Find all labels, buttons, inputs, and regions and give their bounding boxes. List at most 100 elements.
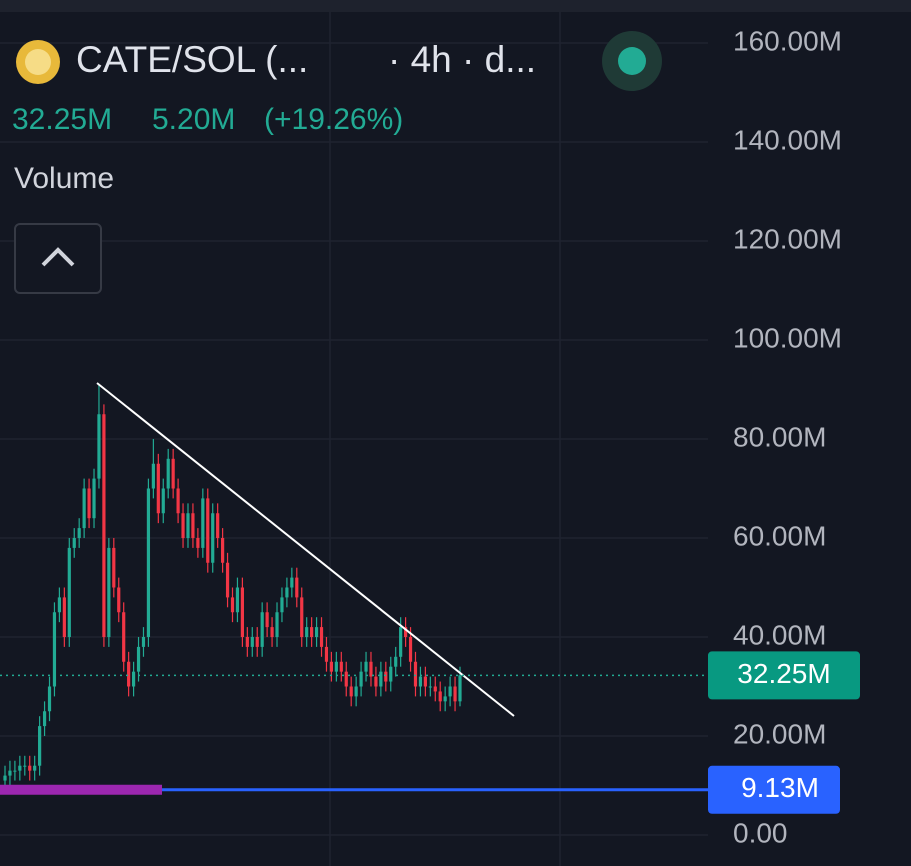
candle-body — [339, 661, 343, 672]
candle-body — [57, 597, 62, 613]
symbol: CATE/SOL (... — [76, 39, 308, 80]
candle-body — [349, 686, 353, 697]
candle-body — [285, 587, 289, 598]
candle-body — [403, 627, 408, 637]
candle-body — [117, 587, 121, 613]
candle-body — [77, 528, 81, 538]
candle-body — [314, 627, 319, 637]
candle-body — [369, 661, 373, 677]
candle-body — [443, 696, 447, 702]
candle-body — [428, 686, 432, 688]
candle-body — [384, 671, 388, 682]
candle-body — [82, 488, 86, 529]
candle-body — [196, 538, 200, 548]
last-value: 32.25M — [12, 103, 112, 136]
y-tick-label: 20.00M — [733, 718, 826, 749]
candle-body — [270, 627, 274, 637]
candle-body — [112, 547, 116, 588]
candle-body — [131, 671, 136, 687]
candle-body — [13, 770, 17, 772]
candle-body — [87, 488, 91, 519]
overlay: 32.25M 9.13M — [0, 651, 860, 814]
candle-body — [141, 637, 146, 647]
candles — [3, 384, 462, 791]
candle-body — [344, 671, 348, 687]
candle-body — [300, 597, 304, 637]
candle-body — [319, 627, 324, 647]
candle-body — [33, 765, 37, 771]
candle-body — [211, 513, 215, 563]
y-tick-label: 60.00M — [733, 520, 826, 551]
y-tick-label: 80.00M — [733, 421, 826, 452]
candle-body — [225, 562, 230, 598]
candle-body — [23, 765, 27, 767]
candle-body — [97, 414, 101, 479]
symbol-icon-inner — [25, 49, 51, 75]
candle-body — [394, 656, 398, 667]
interval: · 4h · d... — [388, 39, 536, 80]
y-tick-label: 160.00M — [733, 25, 842, 56]
candle-body — [260, 612, 264, 647]
candle-body — [181, 513, 185, 538]
candle-body — [438, 691, 442, 702]
candle-body — [166, 458, 170, 489]
candle-body — [72, 538, 76, 548]
candle-body — [186, 513, 190, 538]
collapse-button[interactable] — [14, 223, 102, 294]
candle-body — [8, 770, 12, 776]
candle-body — [47, 686, 52, 712]
candle-body — [374, 676, 378, 687]
candle-body — [453, 686, 457, 702]
candle-body — [245, 637, 249, 647]
candle-body — [290, 577, 294, 588]
candle-body — [201, 498, 205, 548]
candle-body — [458, 675, 462, 702]
candle-body — [240, 587, 244, 637]
candle-body — [156, 463, 160, 514]
candle-body — [62, 597, 66, 637]
candle-body — [146, 488, 151, 637]
candle-body — [418, 676, 423, 687]
candle-body — [250, 637, 254, 647]
hline-label: 9.13M — [741, 772, 819, 803]
candle-body — [171, 458, 175, 489]
last-price-box — [708, 651, 860, 700]
candle-body — [191, 513, 195, 538]
status-dot — [618, 47, 646, 75]
candle-body — [122, 612, 126, 662]
y-tick-label: 120.00M — [733, 223, 842, 254]
candle-body — [399, 627, 403, 657]
candle-body — [433, 686, 437, 692]
candle-body — [102, 414, 106, 637]
change: 5.20M — [152, 103, 235, 136]
change-pct: (+19.26%) — [264, 103, 403, 136]
y-tick-label: 100.00M — [733, 322, 842, 353]
candle-body — [151, 463, 155, 489]
candle-body — [38, 726, 42, 766]
candle-body — [359, 671, 363, 687]
candle-body — [413, 661, 418, 687]
candle-body — [265, 612, 269, 628]
candle-body — [310, 627, 314, 637]
candle-body — [255, 637, 259, 647]
candle-body — [3, 775, 7, 781]
candle-body — [92, 478, 96, 519]
candle-body — [176, 488, 180, 514]
candle-body — [161, 488, 165, 514]
candle-body — [136, 646, 141, 672]
candle-body — [295, 577, 299, 598]
candle-body — [107, 547, 111, 637]
candle-body — [67, 547, 71, 637]
top-bar — [0, 0, 911, 12]
candle-body — [408, 637, 413, 662]
candle-body — [329, 661, 334, 672]
candle-body — [42, 711, 47, 727]
trend-line — [96, 382, 515, 717]
candle-body — [52, 612, 57, 687]
y-tick-label: 0.00 — [733, 817, 788, 848]
candle-body — [305, 627, 309, 637]
y-tick-label: 40.00M — [733, 619, 826, 650]
candle-body — [354, 686, 358, 697]
